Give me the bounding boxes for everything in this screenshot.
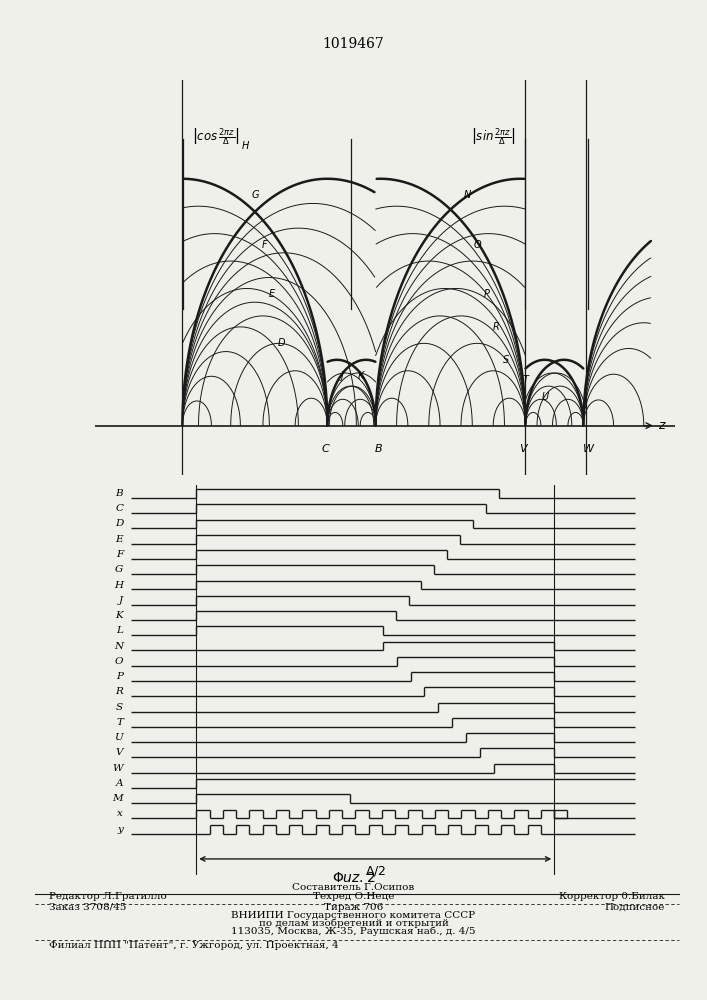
Text: S: S	[503, 355, 509, 365]
Text: W: W	[583, 444, 594, 454]
Text: 113035, Москва, Ж-35, Раушская наб., д. 4/5: 113035, Москва, Ж-35, Раушская наб., д. …	[231, 926, 476, 936]
Text: R: R	[115, 687, 123, 696]
Text: Техред О.Неце: Техред О.Неце	[312, 892, 395, 901]
Text: z: z	[658, 419, 665, 432]
Text: K: K	[115, 611, 123, 620]
Text: D: D	[115, 519, 123, 528]
Text: H: H	[114, 581, 123, 590]
Text: P: P	[116, 672, 123, 681]
Text: Тираж 706: Тираж 706	[324, 903, 383, 912]
Text: $\left|sin\,\frac{2\pi z}{\Delta}\right|$: $\left|sin\,\frac{2\pi z}{\Delta}\right|…	[471, 127, 515, 148]
Text: N: N	[464, 190, 471, 200]
Text: H: H	[242, 141, 249, 151]
Text: x: x	[117, 809, 123, 818]
Text: V: V	[519, 444, 527, 454]
Text: W: W	[112, 764, 123, 773]
Text: U: U	[115, 733, 123, 742]
Text: E: E	[269, 289, 275, 299]
Text: J: J	[119, 596, 123, 605]
Text: G: G	[115, 565, 123, 574]
Text: F: F	[262, 240, 267, 250]
Text: K: K	[358, 371, 364, 381]
Text: L: L	[116, 626, 123, 635]
Text: по делам изобретений и открытий: по делам изобретений и открытий	[259, 918, 448, 928]
Text: Филиал ППП "Патент", г. Ужгород, ул. Проектная, 4: Филиал ППП "Патент", г. Ужгород, ул. Про…	[49, 941, 339, 950]
Text: U: U	[541, 392, 549, 402]
Text: G: G	[251, 190, 259, 200]
Text: C: C	[115, 504, 123, 513]
Text: ВНИИПИ Государственного комитета СССР: ВНИИПИ Государственного комитета СССР	[231, 911, 476, 920]
Text: V: V	[116, 748, 123, 757]
Text: $\left|cos\,\frac{2\pi z}{\Delta}\right|$: $\left|cos\,\frac{2\pi z}{\Delta}\right|…	[192, 127, 240, 148]
Text: B: B	[374, 444, 382, 454]
Text: M: M	[112, 794, 123, 803]
Text: P: P	[484, 289, 490, 299]
Text: 1019467: 1019467	[322, 37, 385, 51]
Text: E: E	[115, 535, 123, 544]
Text: D: D	[278, 338, 285, 348]
Text: C: C	[321, 444, 329, 454]
Text: $\Delta/2$: $\Delta/2$	[365, 864, 386, 878]
Text: F: F	[116, 550, 123, 559]
Text: R: R	[493, 322, 500, 332]
Text: B: B	[115, 489, 123, 498]
Text: A: A	[116, 779, 123, 788]
Text: Корректор 0.Билак: Корректор 0.Билак	[559, 892, 665, 901]
Text: J: J	[340, 371, 344, 381]
Text: T: T	[522, 375, 528, 385]
Text: $\mathit{\Phi u z.2}$: $\mathit{\Phi u z.2}$	[332, 871, 375, 885]
Text: S: S	[116, 703, 123, 712]
Text: Составитель Г.Осипов: Составитель Г.Осипов	[293, 883, 414, 892]
Text: Подписное: Подписное	[604, 903, 665, 912]
Text: Заказ 3708/45: Заказ 3708/45	[49, 903, 127, 912]
Text: Редактор Л.Гратилло: Редактор Л.Гратилло	[49, 892, 168, 901]
Text: N: N	[114, 642, 123, 651]
Text: O: O	[115, 657, 123, 666]
Text: T: T	[116, 718, 123, 727]
Text: y: y	[117, 825, 123, 834]
Text: O: O	[473, 240, 481, 250]
